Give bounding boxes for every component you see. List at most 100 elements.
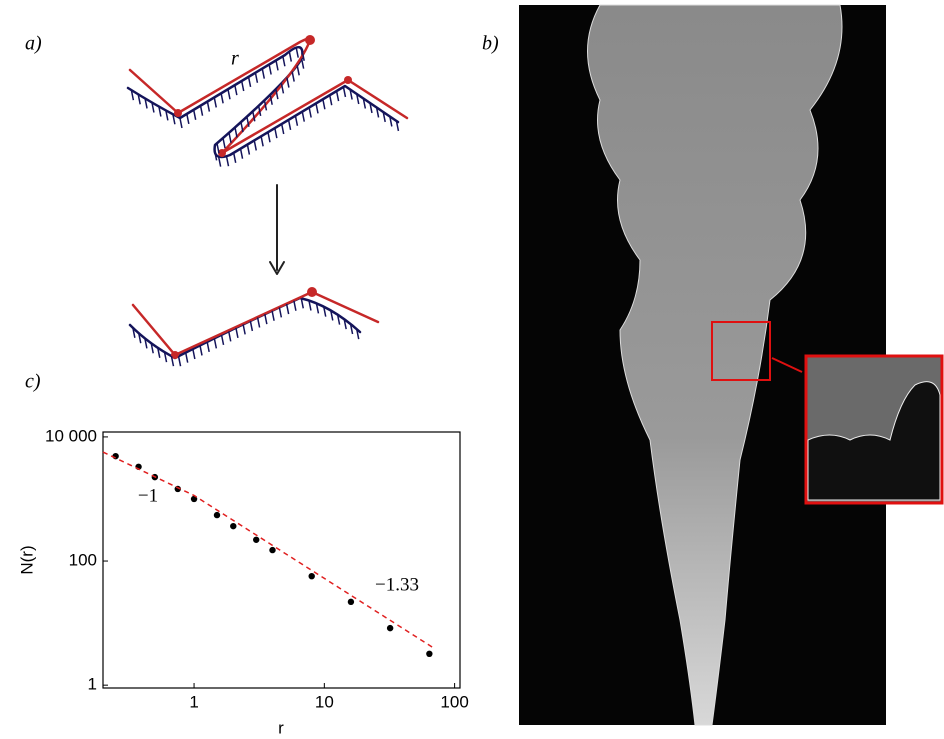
plume [587, 4, 843, 726]
hatch [328, 95, 333, 106]
hatch [144, 338, 148, 349]
hatch [213, 97, 217, 108]
hatch [275, 60, 279, 71]
panel-label: b) [482, 33, 499, 55]
hatch [301, 50, 305, 61]
hatch [355, 328, 360, 340]
hatch [150, 343, 154, 354]
hatch [389, 116, 393, 127]
hatch [375, 107, 380, 118]
annotation: −1.33 [375, 574, 419, 595]
surface [128, 296, 362, 360]
hatch [300, 58, 305, 69]
hatch [138, 333, 142, 344]
x-tick-label: 1 [189, 692, 198, 711]
data-point [190, 495, 198, 503]
hatch [253, 140, 257, 151]
y-tick-label: 10 000 [45, 426, 97, 445]
hatch [246, 116, 250, 127]
hatch [130, 89, 135, 101]
data-point [112, 452, 119, 460]
contact-point [174, 109, 182, 117]
hatch [132, 327, 136, 338]
hatch [315, 303, 320, 314]
hatch [170, 355, 175, 367]
arrow-head [269, 261, 285, 275]
hatch [192, 109, 197, 120]
contact-point [344, 76, 352, 84]
hatch [362, 98, 367, 109]
hatch [252, 111, 256, 122]
plot-frame [102, 431, 461, 689]
hatch [291, 71, 295, 82]
hatch [271, 310, 275, 321]
hatch [349, 89, 353, 100]
hatch [199, 345, 203, 356]
contact-point [307, 287, 317, 297]
hatch [285, 303, 290, 315]
hatch [213, 150, 218, 161]
hatch [220, 93, 224, 104]
hatch [296, 65, 300, 76]
hatch [240, 121, 244, 133]
diagram [126, 35, 409, 360]
y-axis-label: N(r) [17, 545, 36, 574]
data-point [230, 522, 237, 530]
hatch [144, 98, 148, 109]
hatch [199, 105, 204, 116]
hatch [222, 137, 226, 149]
x-tick-label: 100 [440, 692, 468, 711]
hatch [213, 338, 218, 349]
hatch [330, 310, 334, 321]
hatch [242, 324, 246, 335]
hatch [151, 102, 155, 113]
hatch [315, 103, 319, 114]
hatch [163, 351, 168, 363]
hatch [342, 86, 347, 98]
hatch [220, 334, 225, 345]
hatch [335, 90, 340, 102]
hatch [228, 132, 232, 143]
hatch [295, 47, 299, 58]
hatch [216, 143, 220, 154]
data-point [269, 546, 276, 554]
hatch [355, 93, 360, 105]
hatch [227, 331, 232, 342]
y-tick-label: 1 [88, 675, 97, 694]
hatch [217, 156, 222, 167]
hatch [157, 347, 161, 358]
x-tick-label: 10 [315, 692, 334, 711]
hatch [254, 72, 259, 83]
hatch [278, 307, 283, 318]
hatch [382, 111, 386, 123]
panel-label: c) [25, 371, 41, 393]
zoom-arrow [771, 357, 803, 373]
hatch [287, 119, 292, 131]
hatch [274, 127, 278, 139]
hatch [369, 102, 373, 114]
contact-point [171, 351, 179, 359]
hatch [165, 110, 169, 121]
hatch [172, 114, 176, 125]
hatch [269, 94, 273, 105]
hatch [234, 127, 238, 138]
hatch [349, 323, 354, 335]
hatch [294, 115, 299, 126]
diagram-annotation: r [231, 48, 239, 70]
annotation: −1 [138, 485, 158, 506]
hatch [308, 107, 312, 118]
hatch [206, 341, 210, 353]
hatch [308, 300, 312, 311]
hatch [300, 298, 305, 309]
hatch [293, 300, 297, 311]
hatch [239, 148, 244, 159]
hull [131, 290, 380, 357]
data-point [253, 536, 260, 543]
data-point [308, 572, 315, 580]
hatch [267, 132, 271, 143]
hatch [247, 76, 252, 88]
hatch [268, 64, 272, 75]
hatch [240, 80, 245, 92]
data-point [213, 511, 221, 519]
hatch [343, 319, 347, 330]
